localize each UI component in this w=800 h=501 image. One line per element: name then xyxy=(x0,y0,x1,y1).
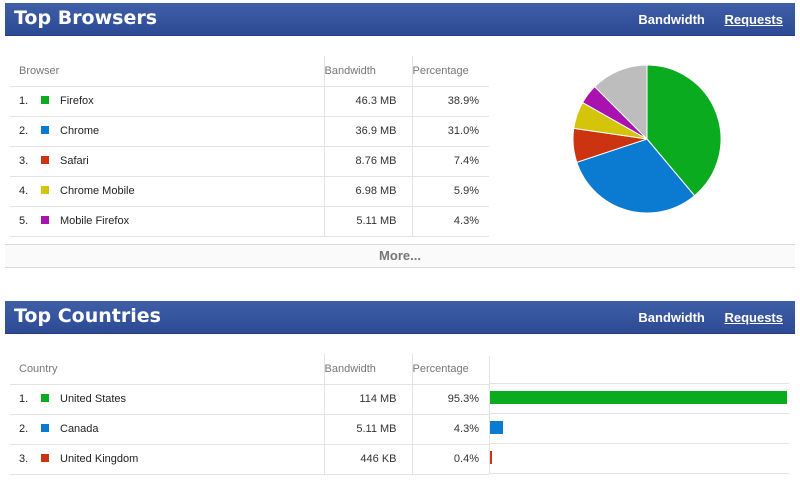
item-label[interactable]: Canada xyxy=(60,423,99,435)
item-name-cell: 4. Chrome Mobile xyxy=(10,176,324,207)
browsers-table: Browser Bandwidth Percentage 1. Firefox 46… xyxy=(10,56,489,237)
item-name-cell: 2. Chrome xyxy=(10,116,324,147)
table-header-row: Country Bandwidth Percentage xyxy=(10,354,489,385)
table-row[interactable]: 3. United Kingdom 446 KB 0.4% xyxy=(10,444,489,475)
countries-bandwidth-link[interactable]: Bandwidth xyxy=(638,310,705,325)
bar-row xyxy=(490,444,789,474)
column-header-bandwidth[interactable]: Bandwidth xyxy=(323,354,412,385)
color-swatch xyxy=(41,186,49,194)
table-row[interactable]: 2. Chrome 36.9 MB 31.0% xyxy=(10,116,489,147)
countries-panel-title: Top Countries xyxy=(14,305,161,327)
table-row[interactable]: 1. Firefox 46.3 MB 38.9% xyxy=(10,86,489,117)
browsers-panel-header: Top Browsers Bandwidth Requests xyxy=(5,3,795,36)
pie-slice-other[interactable] xyxy=(593,64,648,141)
item-label[interactable]: Chrome Mobile xyxy=(60,185,135,197)
table-row[interactable]: 3. Safari 8.76 MB 7.4% xyxy=(10,146,489,177)
bandwidth-value: 6.98 MB xyxy=(323,176,412,207)
item-name-cell: 5. Mobile Firefox xyxy=(10,206,324,237)
bandwidth-value: 446 KB xyxy=(323,444,412,475)
bandwidth-value: 46.3 MB xyxy=(323,86,412,117)
rank-label: 1. xyxy=(19,393,29,405)
rank-label: 2. xyxy=(19,423,29,435)
color-swatch xyxy=(41,126,49,134)
item-name-cell: 3. United Kingdom xyxy=(10,444,324,475)
table-row[interactable]: 4. Chrome Mobile 6.98 MB 5.9% xyxy=(10,176,489,207)
countries-header-links: Bandwidth Requests xyxy=(622,310,783,325)
browsers-pie-chart xyxy=(572,64,722,214)
bandwidth-value: 5.11 MB xyxy=(323,414,412,445)
browsers-bandwidth-link[interactable]: Bandwidth xyxy=(638,12,705,27)
rank-label: 2. xyxy=(19,125,29,137)
column-header-browser[interactable]: Browser xyxy=(10,56,324,87)
more-browsers-button[interactable]: More... xyxy=(5,244,795,268)
percentage-value: 0.4% xyxy=(411,444,489,475)
percentage-value: 7.4% xyxy=(411,146,489,177)
color-swatch xyxy=(41,96,49,104)
countries-table: Country Bandwidth Percentage 1. United St… xyxy=(10,354,489,475)
column-header-country[interactable]: Country xyxy=(10,354,324,385)
pie-slice-firefox[interactable] xyxy=(646,64,722,197)
item-name-cell: 1. Firefox xyxy=(10,86,324,117)
column-header-percentage[interactable]: Percentage xyxy=(411,354,489,385)
table-row[interactable]: 5. Mobile Firefox 5.11 MB 4.3% xyxy=(10,206,489,237)
table-row[interactable]: 2. Canada 5.11 MB 4.3% xyxy=(10,414,489,445)
bar-row xyxy=(490,384,789,414)
item-label[interactable]: Safari xyxy=(60,155,89,167)
table-header-row: Browser Bandwidth Percentage xyxy=(10,56,489,87)
item-label[interactable]: Mobile Firefox xyxy=(60,215,130,227)
rank-label: 3. xyxy=(19,453,29,465)
bar-canada[interactable] xyxy=(490,421,504,434)
bar-united-states[interactable] xyxy=(490,391,787,404)
countries-panel-header: Top Countries Bandwidth Requests xyxy=(5,301,795,334)
percentage-value: 95.3% xyxy=(411,384,489,415)
browsers-requests-link[interactable]: Requests xyxy=(724,12,783,27)
item-label[interactable]: United Kingdom xyxy=(60,453,139,465)
bandwidth-value: 5.11 MB xyxy=(323,206,412,237)
color-swatch xyxy=(41,216,49,224)
percentage-value: 4.3% xyxy=(411,414,489,445)
rank-label: 5. xyxy=(19,215,29,227)
color-swatch xyxy=(41,156,49,164)
browsers-header-links: Bandwidth Requests xyxy=(622,12,783,27)
item-label[interactable]: United States xyxy=(60,393,127,405)
percentage-value: 4.3% xyxy=(411,206,489,237)
pie-slice-chrome[interactable] xyxy=(576,138,696,214)
column-header-bandwidth[interactable]: Bandwidth xyxy=(323,56,412,87)
item-name-cell: 3. Safari xyxy=(10,146,324,177)
rank-label: 3. xyxy=(19,155,29,167)
item-label[interactable]: Chrome xyxy=(60,125,100,137)
bandwidth-value: 8.76 MB xyxy=(323,146,412,177)
bar-chart-header xyxy=(490,356,789,384)
bandwidth-value: 36.9 MB xyxy=(323,116,412,147)
countries-requests-link[interactable]: Requests xyxy=(724,310,783,325)
item-name-cell: 2. Canada xyxy=(10,414,324,445)
browsers-panel-title: Top Browsers xyxy=(14,7,158,29)
percentage-value: 5.9% xyxy=(411,176,489,207)
color-swatch xyxy=(41,394,49,402)
column-header-percentage[interactable]: Percentage xyxy=(411,56,489,87)
bandwidth-value: 114 MB xyxy=(323,384,412,415)
color-swatch xyxy=(41,454,49,462)
countries-bar-chart xyxy=(489,356,789,474)
rank-label: 4. xyxy=(19,185,29,197)
bar-united-kingdom[interactable] xyxy=(490,451,492,464)
item-name-cell: 1. United States xyxy=(10,384,324,415)
table-row[interactable]: 1. United States 114 MB 95.3% xyxy=(10,384,489,415)
rank-label: 1. xyxy=(19,95,29,107)
color-swatch xyxy=(41,424,49,432)
percentage-value: 31.0% xyxy=(411,116,489,147)
percentage-value: 38.9% xyxy=(411,86,489,117)
item-label[interactable]: Firefox xyxy=(60,95,94,107)
bar-row xyxy=(490,414,789,444)
